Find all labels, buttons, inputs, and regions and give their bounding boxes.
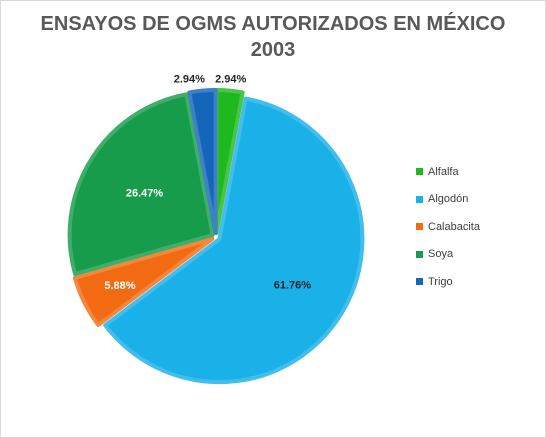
legend-item-alfalfa[interactable]: Alfalfa [416, 158, 480, 186]
legend-label: Trigo [428, 275, 453, 288]
data-label-calabacita: 5.88% [104, 280, 135, 292]
data-label-alfalfa: 2.94% [215, 74, 246, 86]
data-label-algodon: 61.76% [274, 279, 312, 291]
legend-item-soya[interactable]: Soya [416, 241, 480, 269]
legend-item-algodon[interactable]: Algodón [416, 186, 480, 214]
legend-item-calabacita[interactable]: Calabacita [416, 213, 480, 241]
legend-label: Alfalfa [428, 165, 459, 178]
chart-subtitle: 2003 [250, 39, 296, 61]
legend-item-trigo[interactable]: Trigo [416, 268, 480, 296]
legend-label: Algodón [428, 193, 469, 206]
legend-swatch [416, 168, 423, 176]
legend-swatch [416, 250, 423, 258]
legend-swatch [416, 278, 423, 286]
legend: Alfalfa Algodón Calabacita Soya Trigo [416, 158, 480, 296]
pie-slice-algodon[interactable] [103, 96, 365, 385]
legend-label: Calabacita [428, 220, 480, 233]
pie-slice-soya[interactable] [67, 92, 215, 277]
pie-slice-trigo[interactable] [187, 88, 218, 236]
chart-title: ENSAYOS DE OGMS AUTORIZADOS EN MÉXICO [40, 13, 506, 35]
legend-swatch [416, 195, 423, 203]
data-label-soya: 26.47% [126, 188, 164, 200]
legend-swatch [416, 223, 423, 231]
legend-label: Soya [428, 248, 454, 261]
data-label-trigo: 2.94% [174, 74, 205, 86]
pie-slice-calabacita[interactable] [72, 236, 215, 327]
